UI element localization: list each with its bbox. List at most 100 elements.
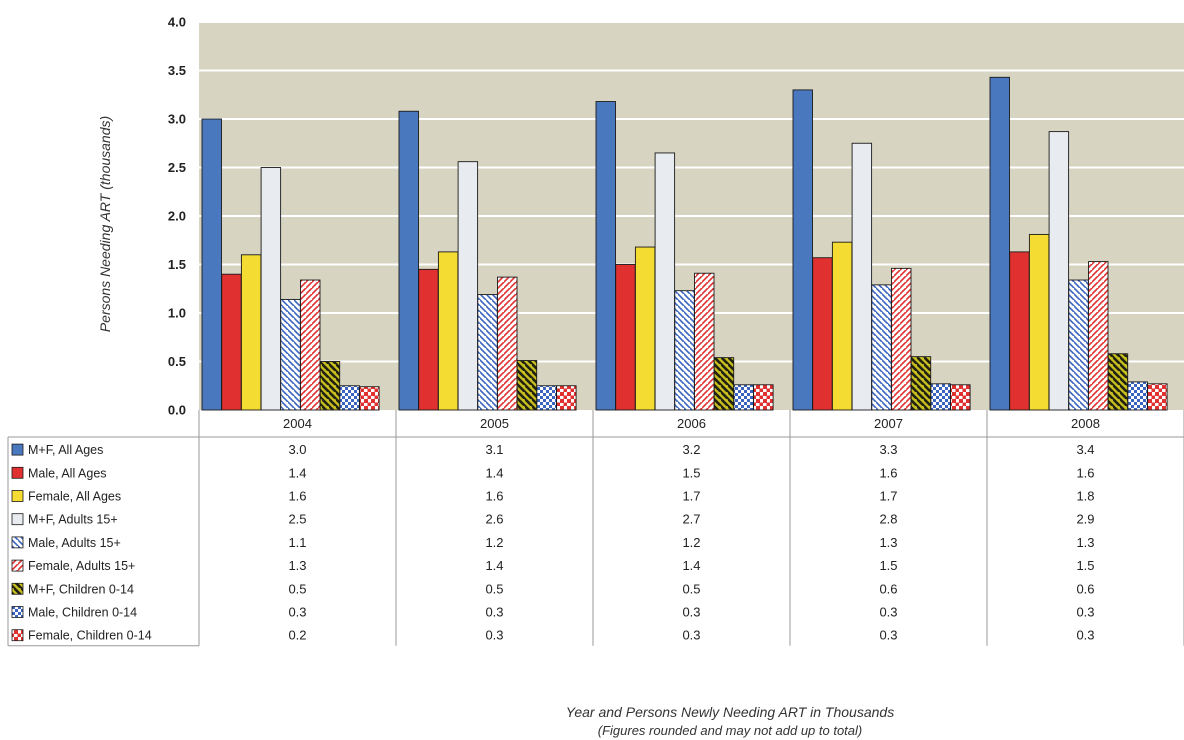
data-label: 2.6 [485,512,503,527]
y-tick-label: 0.5 [168,354,186,369]
data-label: 2.5 [288,512,306,527]
bar-2007-female-children-0-14 [950,384,971,411]
bar-2004-male-children-0-14 [339,385,360,411]
bar-2008-female-all-ages [1028,233,1050,411]
data-label: 1.5 [1076,558,1094,573]
bar-2008-male-adults-15- [1068,279,1089,411]
legend-label: M+F, Adults 15+ [28,513,118,527]
data-label: 1.5 [879,558,897,573]
bar-2006-female-all-ages [634,246,656,411]
data-label: 0.3 [288,605,306,620]
bar-2005-male-all-ages [418,268,439,411]
data-label: 1.1 [288,535,306,550]
y-tick-label: 1.5 [168,257,186,272]
data-label: 3.4 [1076,442,1094,457]
bar-2005-male-children-0-14 [536,385,557,411]
legend-key [11,466,24,479]
data-label: 1.8 [1076,489,1094,504]
data-label: 1.6 [288,489,306,504]
legend-label: M+F, Children 0-14 [28,582,134,596]
bar-2007-m-f-adults-15- [851,142,873,411]
bar-2007-male-children-0-14 [930,383,951,411]
data-label: 1.7 [879,489,897,504]
data-label: 1.4 [288,465,306,480]
bar-2008-female-children-0-14 [1147,383,1168,411]
x-tick-label: 2007 [874,416,903,431]
data-label: 2.8 [879,512,897,527]
legend-key [11,490,24,502]
bar-2004-female-adults-15- [300,279,321,411]
bar-2007-female-adults-15- [891,267,912,411]
data-label: 3.0 [288,442,306,457]
data-label: 1.4 [485,465,503,480]
bar-2005-female-adults-15- [497,276,518,411]
bar-2006-male-adults-15- [674,290,695,411]
data-label: 1.6 [879,465,897,480]
legend-label: Female, Adults 15+ [28,559,135,573]
legend-key [11,513,24,526]
x-tick-label: 2004 [283,416,312,431]
bar-2008-female-adults-15- [1088,261,1109,411]
data-label: 1.5 [682,465,700,480]
legend-label: Male, All Ages [28,466,107,480]
data-label: 0.5 [682,581,700,596]
data-label: 1.6 [485,489,503,504]
legend-key [11,443,24,456]
legend-label: Female, All Ages [28,490,121,504]
bar-2007-m-f-all-ages [792,89,813,411]
y-tick-label: 0.0 [168,403,186,418]
bar-2004-female-all-ages [240,254,262,411]
y-tick-label: 3.5 [168,63,186,78]
bar-2005-m-f-children-0-14 [516,360,538,411]
y-tick-label: 1.0 [168,306,186,321]
x-axis-label: Year and Persons Newly Needing ART in Th… [566,704,894,720]
bar-2006-m-f-all-ages [595,101,616,411]
bar-2005-male-adults-15- [477,294,498,411]
data-label: 0.3 [485,605,503,620]
y-tick-label: 2.0 [168,209,186,224]
data-label: 3.1 [485,442,503,457]
data-label: 0.5 [485,581,503,596]
y-tick-label: 2.5 [168,160,186,175]
y-tick-label: 4.0 [168,15,186,30]
bar-2007-male-all-ages [812,257,833,411]
bar-2008-m-f-children-0-14 [1107,353,1129,411]
legend-key [11,629,24,642]
bar-2004-male-all-ages [221,273,242,411]
bar-2008-male-children-0-14 [1127,381,1148,411]
bar-2007-female-all-ages [831,241,853,411]
data-label: 3.3 [879,442,897,457]
data-label: 0.6 [1076,581,1094,596]
bar-2006-m-f-adults-15- [654,152,676,411]
bar-2006-female-children-0-14 [753,384,774,411]
bar-2005-female-all-ages [437,251,459,411]
bar-2005-female-children-0-14 [556,385,577,411]
data-label: 0.2 [288,628,306,643]
data-label: 0.3 [485,628,503,643]
x-tick-label: 2008 [1071,416,1100,431]
data-label: 2.7 [682,512,700,527]
legend-key [11,582,24,595]
legend-label: Male, Children 0-14 [28,606,137,620]
data-label: 0.3 [879,628,897,643]
bar-2007-m-f-children-0-14 [910,356,932,411]
bar-2004-male-adults-15- [280,298,301,411]
data-label: 0.6 [879,581,897,596]
data-label: 2.9 [1076,512,1094,527]
data-label: 1.2 [682,535,700,550]
bar-2004-m-f-children-0-14 [319,361,341,411]
data-label: 1.4 [485,558,503,573]
bar-2004-female-children-0-14 [359,386,380,411]
data-label: 0.3 [1076,628,1094,643]
bar-2006-m-f-children-0-14 [713,357,735,411]
data-label: 0.3 [1076,605,1094,620]
data-label: 1.4 [682,558,700,573]
data-label: 1.2 [485,535,503,550]
data-label: 0.5 [288,581,306,596]
data-label: 1.6 [1076,465,1094,480]
legend-label: Male, Adults 15+ [28,536,121,550]
bar-2008-m-f-adults-15- [1048,131,1070,411]
data-label: 3.2 [682,442,700,457]
legend-key [11,606,24,618]
